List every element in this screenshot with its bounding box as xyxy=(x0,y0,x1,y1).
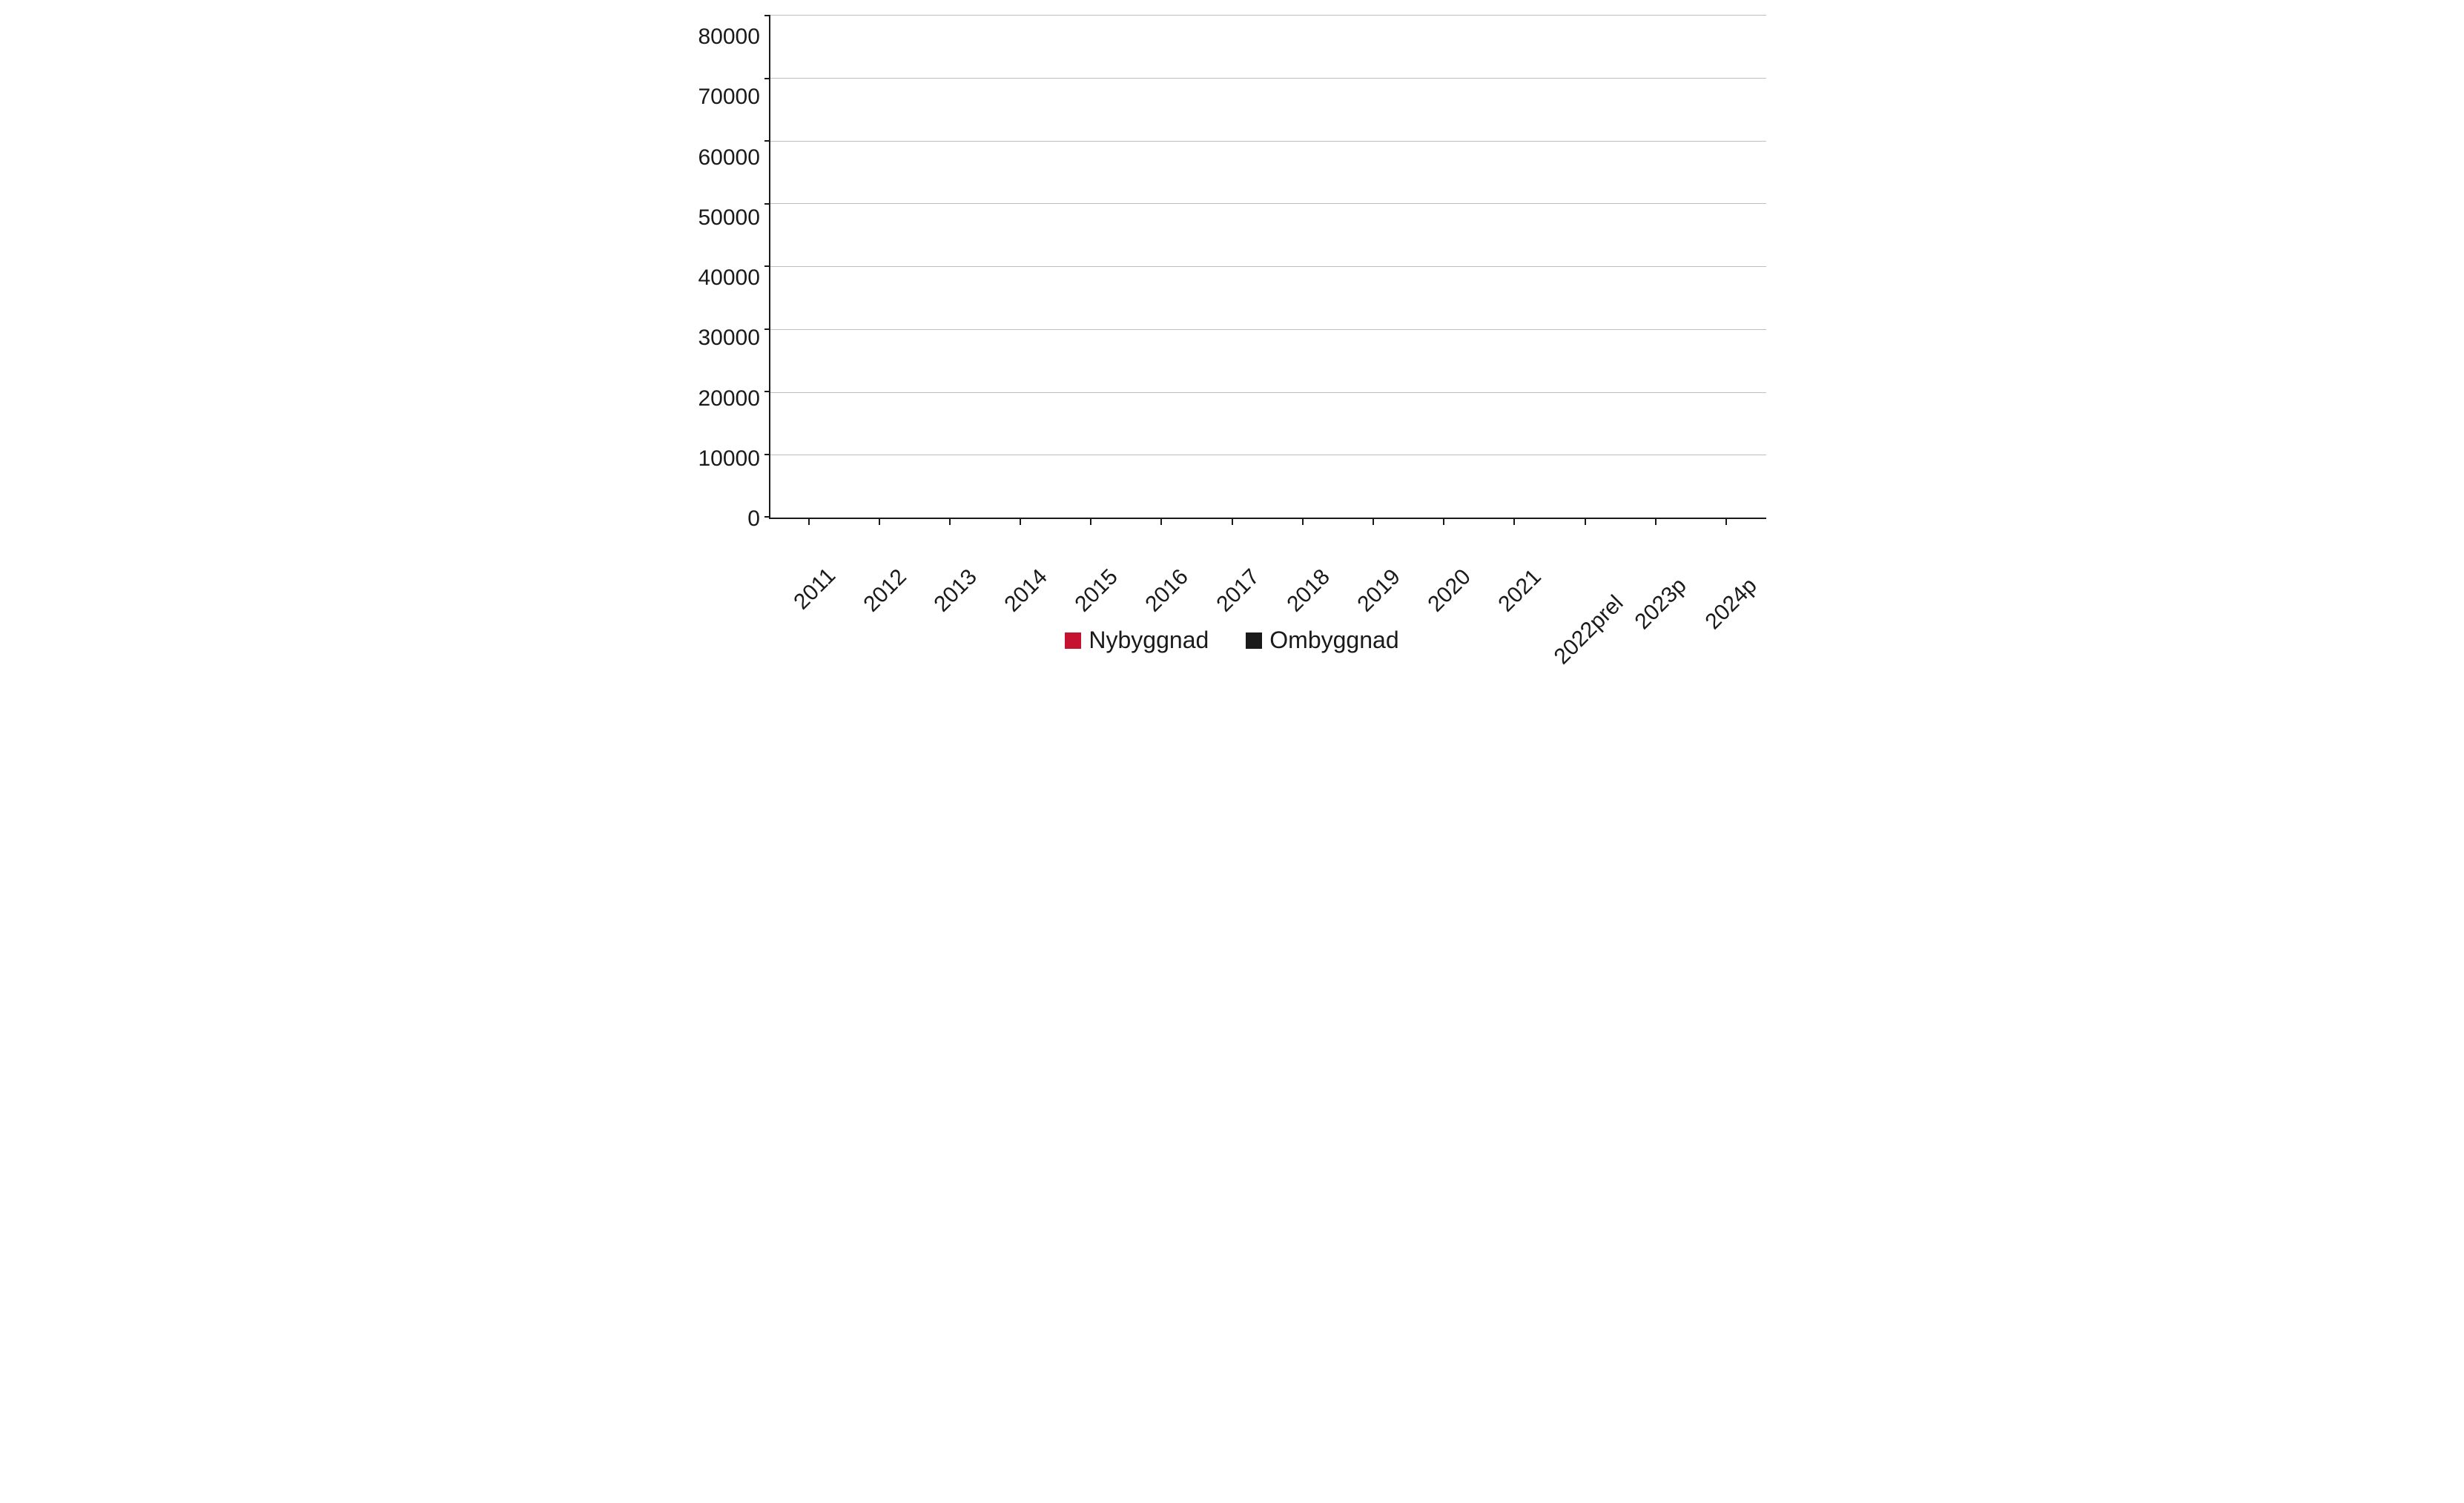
bar-slot xyxy=(1198,15,1268,518)
x-tick-mark xyxy=(1655,519,1657,525)
y-tick-label: 20000 xyxy=(698,388,760,410)
y-tick-mark xyxy=(764,328,770,330)
x-label-slot: 2023p xyxy=(1620,519,1691,615)
x-tick-mark xyxy=(1232,519,1233,525)
x-label-slot: 2018 xyxy=(1267,519,1338,615)
x-axis: 2011201220132014201520162017201820192020… xyxy=(769,519,1766,615)
x-label-slot: 2012 xyxy=(844,519,914,615)
x-label-slot: 2013 xyxy=(914,519,985,615)
x-tick-label: 2024p xyxy=(1744,529,1806,591)
bar-slot xyxy=(1409,15,1479,518)
bar-slot xyxy=(1621,15,1691,518)
bar-slot xyxy=(1268,15,1338,518)
y-axis: 80000 70000 60000 50000 40000 30000 20000 10000… xyxy=(698,15,769,519)
chart-container: 80000 70000 60000 50000 40000 30000 20000 10000… xyxy=(684,0,1781,661)
x-tick-mark xyxy=(1090,519,1091,525)
x-tick-mark xyxy=(808,519,810,525)
bar-slot xyxy=(1691,15,1762,518)
x-tick-mark xyxy=(1725,519,1727,525)
x-tick-mark xyxy=(1443,519,1444,525)
bar-slot xyxy=(1057,15,1127,518)
legend-label: Ombyggnad xyxy=(1269,627,1398,654)
y-tick-mark xyxy=(764,516,770,518)
y-tick-mark xyxy=(764,140,770,142)
bar-slot xyxy=(916,15,986,518)
x-label-slot: 2020 xyxy=(1409,519,1479,615)
x-label-slot: 2022prel xyxy=(1550,519,1620,615)
bar-slot xyxy=(845,15,916,518)
y-tick-label: 40000 xyxy=(698,267,760,289)
x-tick-mark xyxy=(1020,519,1021,525)
bar-slot xyxy=(1338,15,1409,518)
y-tick-label: 70000 xyxy=(698,86,760,108)
legend-item: Nybyggnad xyxy=(1065,627,1209,654)
plot-area xyxy=(769,15,1766,519)
bar-slot xyxy=(775,15,845,518)
x-label-slot: 2015 xyxy=(1056,519,1126,615)
x-tick-mark xyxy=(949,519,951,525)
y-tick-mark xyxy=(764,78,770,79)
x-tick-mark xyxy=(1513,519,1515,525)
x-label-slot: 2021 xyxy=(1479,519,1550,615)
y-tick-mark xyxy=(764,265,770,267)
y-tick-label: 50000 xyxy=(698,207,760,229)
bar-slot xyxy=(1479,15,1550,518)
y-tick-label: 30000 xyxy=(698,327,760,349)
legend-swatch xyxy=(1246,632,1262,649)
x-label-slot: 2017 xyxy=(1197,519,1267,615)
bar-slot xyxy=(986,15,1057,518)
stacked-bar-chart: 80000 70000 60000 50000 40000 30000 20000 10000… xyxy=(698,15,1766,654)
x-tick-mark xyxy=(1373,519,1374,525)
bars xyxy=(770,15,1766,518)
y-tick-mark xyxy=(764,454,770,455)
y-tick-label: 80000 xyxy=(698,26,760,48)
x-label-slot: 2014 xyxy=(985,519,1056,615)
y-tick-mark xyxy=(764,15,770,16)
bar-slot xyxy=(1550,15,1620,518)
x-label-slot: 2016 xyxy=(1126,519,1197,615)
x-tick-mark xyxy=(1585,519,1586,525)
y-tick-label: 10000 xyxy=(698,448,760,470)
x-label-slot: 2019 xyxy=(1338,519,1408,615)
y-tick-marks xyxy=(764,15,770,518)
y-tick-mark xyxy=(764,203,770,205)
bar-slot xyxy=(1127,15,1198,518)
x-tick-mark xyxy=(1302,519,1304,525)
legend-label: Nybyggnad xyxy=(1089,627,1209,654)
legend-item: Ombyggnad xyxy=(1246,627,1398,654)
y-tick-label: 60000 xyxy=(698,147,760,169)
legend-swatch xyxy=(1065,632,1081,649)
y-tick-label: 0 xyxy=(747,508,760,530)
y-tick-mark xyxy=(764,391,770,392)
x-label-slot: 2024p xyxy=(1691,519,1761,615)
x-label-slot: 2011 xyxy=(773,519,844,615)
x-tick-mark xyxy=(1160,519,1162,525)
x-tick-mark xyxy=(879,519,880,525)
